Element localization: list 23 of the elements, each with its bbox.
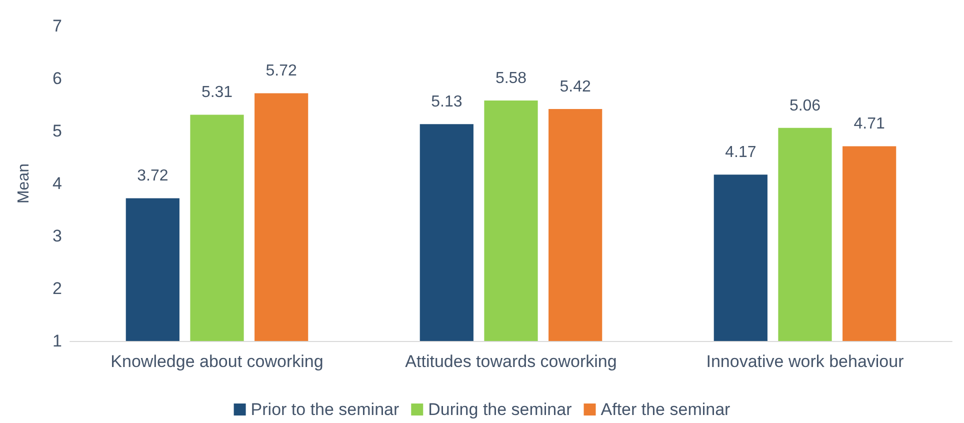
data-label: 5.72 <box>266 62 298 80</box>
legend-label: After the seminar <box>600 400 731 419</box>
data-label: 5.31 <box>201 84 233 102</box>
y-tick-label: 3 <box>52 226 62 246</box>
legend-label: During the seminar <box>428 400 572 419</box>
y-axis-title: Mean <box>16 163 32 204</box>
y-tick-label: 4 <box>52 174 62 193</box>
data-label: 4.71 <box>854 116 886 133</box>
y-tick-label: 6 <box>52 69 62 88</box>
x-tick-label: Knowledge about coworking <box>110 352 324 371</box>
data-label: 5.58 <box>495 70 527 88</box>
data-label: 4.17 <box>725 144 756 162</box>
y-tick-label: 5 <box>52 122 62 140</box>
y-tick-label: 7 <box>52 16 62 36</box>
y-tick-label: 2 <box>52 279 62 298</box>
x-tick-label: Attitudes towards coworking <box>405 352 617 371</box>
legend-label: Prior to the seminar <box>250 400 400 419</box>
y-tick-label: 1 <box>52 332 62 350</box>
data-label: 5.13 <box>431 94 462 111</box>
data-label: 3.72 <box>137 168 168 185</box>
data-label: 5.06 <box>789 97 821 114</box>
x-tick-label: Innovative work behaviour <box>706 352 904 371</box>
data-label: 5.42 <box>560 78 592 96</box>
